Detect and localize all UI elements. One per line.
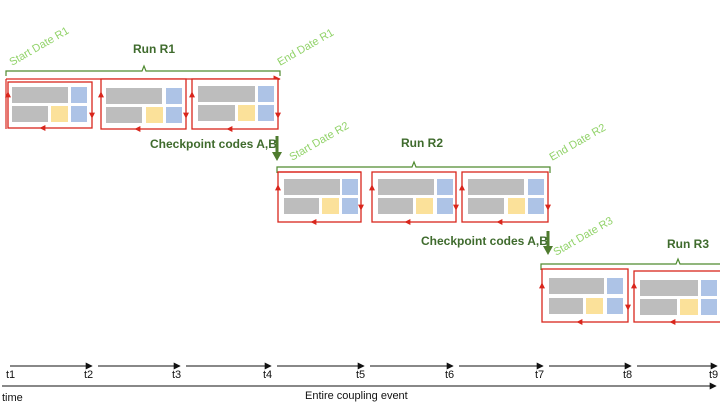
timeline-tick-label: t4 bbox=[263, 369, 272, 381]
down-arrow-icon-head bbox=[272, 152, 282, 161]
timeline-tick-label: t8 bbox=[623, 369, 632, 381]
yellow-block bbox=[586, 298, 603, 314]
gray-block bbox=[640, 280, 698, 296]
timeline-tick-label: t2 bbox=[84, 369, 93, 381]
start-date-label-r3: Start Date R3 bbox=[552, 215, 616, 259]
down-arrow-icon-head bbox=[543, 246, 553, 255]
run-r2: Start Date R2 End Date R2 Run R2 bbox=[275, 120, 609, 225]
blue-block bbox=[607, 278, 623, 294]
run-r1: Start Date R1 End Date R1 Run R1 bbox=[5, 25, 337, 132]
gray-block bbox=[198, 105, 235, 121]
blue-block bbox=[701, 299, 717, 315]
yellow-block bbox=[238, 105, 255, 121]
checkpoint-1: Checkpoint codes A,B bbox=[150, 136, 282, 161]
run-title-r3: Run R3 bbox=[667, 237, 709, 251]
coupling-event-caption: Entire coupling event bbox=[305, 390, 408, 402]
checkpoint-2: Checkpoint codes A,B bbox=[421, 231, 553, 255]
gray-block bbox=[12, 106, 48, 122]
block-frame bbox=[541, 268, 629, 323]
yellow-block bbox=[51, 106, 68, 122]
run-brace-r3 bbox=[540, 257, 720, 270]
timeline-tick-label: t9 bbox=[709, 369, 718, 381]
timeline-tick-label: t3 bbox=[172, 369, 181, 381]
gray-block bbox=[468, 198, 504, 214]
gray-block bbox=[549, 298, 583, 314]
timeline-tick-label: t1 bbox=[6, 369, 15, 381]
timeline: t1 t2 t3 t4 t5 t6 t7 t8 t9 bbox=[2, 362, 718, 390]
yellow-block bbox=[416, 198, 433, 214]
blue-block bbox=[437, 179, 453, 195]
blue-block bbox=[701, 280, 717, 296]
gray-block bbox=[378, 198, 413, 214]
blue-block bbox=[71, 87, 87, 103]
gray-block bbox=[106, 88, 162, 104]
blue-block bbox=[528, 179, 544, 195]
end-date-label-r1: End Date R1 bbox=[276, 27, 337, 69]
time-axis-label: time bbox=[2, 392, 23, 404]
timeline-tick-label: t7 bbox=[535, 369, 544, 381]
run-block-r3-2 bbox=[631, 270, 720, 325]
run-title-r1: Run R1 bbox=[133, 42, 175, 56]
gray-block bbox=[378, 179, 434, 195]
run-brace-r2 bbox=[276, 160, 551, 173]
gray-block bbox=[468, 179, 524, 195]
gray-block bbox=[284, 198, 319, 214]
blue-block bbox=[166, 88, 182, 104]
run-block-r2-1 bbox=[275, 171, 364, 225]
run-block-r1-2 bbox=[98, 78, 189, 132]
gray-block bbox=[198, 86, 255, 102]
run-block-r1-3 bbox=[189, 78, 281, 132]
gray-block bbox=[12, 87, 68, 103]
run-block-r3-1 bbox=[539, 268, 631, 325]
blue-block bbox=[437, 198, 453, 214]
yellow-block bbox=[508, 198, 525, 214]
yellow-block bbox=[680, 299, 698, 315]
run-block-r1-1 bbox=[5, 81, 95, 131]
gray-block bbox=[640, 299, 677, 315]
blue-block bbox=[258, 105, 274, 121]
gray-block bbox=[284, 179, 340, 195]
timeline-tick-label: t6 bbox=[445, 369, 454, 381]
run-title-r2: Run R2 bbox=[401, 136, 443, 150]
end-date-label-r2: End Date R2 bbox=[548, 122, 609, 164]
blue-block bbox=[607, 298, 623, 314]
blue-block bbox=[342, 179, 358, 195]
blue-block bbox=[528, 198, 544, 214]
blue-block bbox=[342, 198, 358, 214]
gray-block bbox=[106, 107, 142, 123]
start-date-label-r1: Start Date R1 bbox=[8, 25, 72, 69]
blue-block bbox=[71, 106, 87, 122]
blue-block bbox=[166, 107, 182, 123]
timeline-tick-label: t5 bbox=[356, 369, 365, 381]
blue-block bbox=[258, 86, 274, 102]
run-brace-r1 bbox=[5, 64, 281, 76]
run-r3: Start Date R3 Run R3 bbox=[539, 215, 720, 325]
start-date-label-r2: Start Date R2 bbox=[288, 120, 352, 164]
checkpoint-label-1: Checkpoint codes A,B bbox=[150, 137, 277, 151]
run-block-r2-3 bbox=[459, 171, 551, 225]
yellow-block bbox=[322, 198, 339, 214]
gray-block bbox=[549, 278, 604, 294]
run-block-r2-2 bbox=[369, 171, 459, 225]
yellow-block bbox=[146, 107, 163, 123]
checkpoint-label-2: Checkpoint codes A,B bbox=[421, 234, 548, 248]
